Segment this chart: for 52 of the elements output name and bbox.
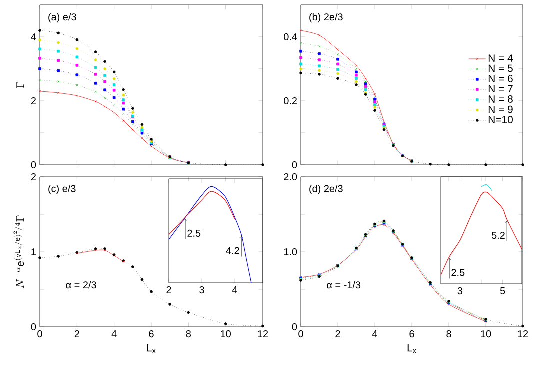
x-tick-label: 10 [481,330,492,338]
annotation: α = 2/3 [66,281,96,289]
legend-label: N=10 [488,116,513,124]
x-tick-label: 12 [258,330,268,338]
x-tick-label: 8 [186,330,192,338]
y-tick-label: 2.0 [284,173,298,181]
y-tick-label: 1 [32,248,36,256]
x-tick-label: 4 [232,286,238,294]
annotation: (c) e/3 [48,185,76,194]
annotation: 2.5 [452,269,465,276]
x-tick-label: 2 [336,330,340,338]
y-axis-title: $\Gamma$ [16,82,24,88]
x-axis-title: L$_{x}$ [147,344,156,354]
x-tick-label: 3 [458,288,463,295]
legend-label: N = 9 [488,106,513,114]
x-tick-label: 6 [410,330,414,338]
y-tick-label: 0.2 [284,97,297,105]
annotation: (b) 2e/3 [310,13,343,23]
legend-label: N = 6 [488,75,513,82]
x-tick-label: 4 [112,330,117,338]
legend-label: N = 7 [488,85,513,93]
y-tick-label: 4 [31,34,36,40]
x-tick-label: 4 [372,330,378,338]
legend-label: N = 4 [488,54,514,62]
y-tick-label: 0.4 [284,33,298,41]
annotation: 4.2 [226,247,240,254]
annotation: 2.5 [188,230,201,237]
annotation: α = -1/3 [327,281,361,289]
y-tick-label: 2 [31,174,36,180]
x-axis-title: L$_{x}$ [408,344,416,354]
y-tick-label: 0 [292,323,298,331]
y-tick-label: 0 [292,161,298,169]
x-tick-label: 8 [446,330,452,338]
x-tick-label: 0 [38,330,42,338]
x-tick-label: 5 [500,288,506,294]
annotation: (d) 2e/3 [310,185,343,194]
y-axis-title: $N^{-\alpha}\mathrm{e}^{(q\mathrm{L}_x/\mathrm{e})^2/4}\Gamma$ [14,216,24,288]
y-tick-label: 2 [31,98,36,104]
annotation: 5.2 [492,232,505,240]
x-tick-label: 6 [149,330,154,338]
x-tick-label: 0 [298,330,304,338]
annotation: (a) e/3 [48,13,76,23]
x-tick-label: 3 [200,286,204,294]
y-tick-label: 0 [31,161,36,169]
x-tick-label: 2 [166,286,172,294]
legend-label: N = 5 [488,64,513,72]
legend-label: N = 8 [488,96,513,103]
y-tick-label: 0 [31,323,36,331]
x-tick-label: 12 [518,330,528,338]
x-tick-label: 2 [74,330,80,338]
x-tick-label: 10 [221,330,231,338]
y-tick-label: 1.0 [284,248,298,256]
